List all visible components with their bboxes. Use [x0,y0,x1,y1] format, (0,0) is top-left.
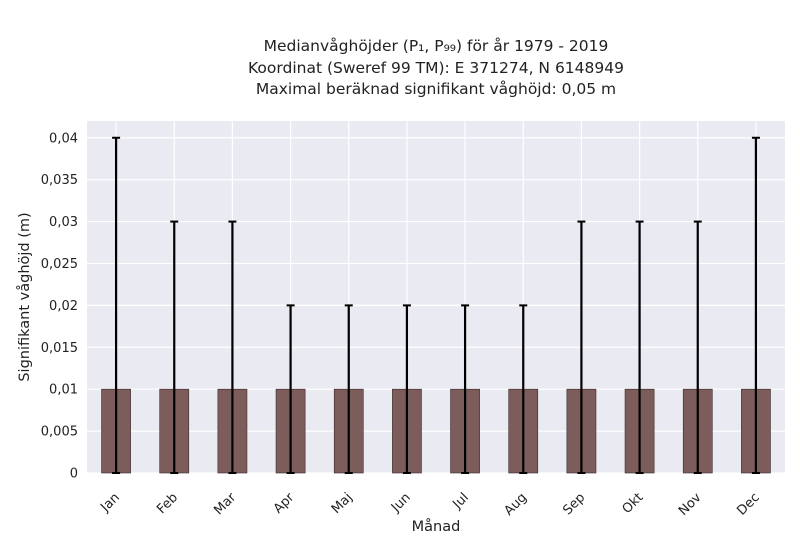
y-axis-ticks: 0 0,005 0,01 0,015 0,02 0,025 0,03 0,035 0,04 [41,131,78,481]
y-tick-label: 0,03 [49,215,78,230]
x-tick-label: Nov [676,490,705,519]
chart-title: Medianvåghöjder (P₁, P₉₉) för år 1979 - … [248,37,624,98]
x-axis-ticks: Jan Feb Mar Apr Maj Jun Jul Aug Sep Okt Nov Dec [97,490,762,519]
x-axis-label: Månad [412,518,461,535]
x-tick-label: Aug [502,490,531,519]
y-tick-label: 0,035 [41,173,78,188]
y-tick-label: 0 [70,467,78,482]
x-tick-label: Jul [450,490,472,512]
error-bars [112,136,760,474]
y-tick-label: 0,025 [41,257,78,272]
x-tick-label: Mar [211,490,239,518]
x-tick-label: Maj [329,490,356,517]
x-tick-label: Dec [734,490,762,518]
y-tick-label: 0,01 [49,383,78,398]
x-tick-label: Okt [620,490,647,517]
y-tick-label: 0,005 [41,425,78,440]
x-tick-label: Apr [271,490,298,517]
y-tick-label: 0,015 [41,341,78,356]
x-tick-label: Sep [560,490,588,518]
plot-area [87,121,785,473]
title-line-1: Medianvåghöjder (P₁, P₉₉) för år 1979 - … [264,37,609,55]
title-line-3: Maximal beräknad signifikant våghöjd: 0,… [256,80,616,98]
x-tick-label: Jun [388,490,414,516]
y-tick-label: 0,02 [49,299,78,314]
y-tick-label: 0,04 [49,131,78,146]
x-tick-label: Feb [154,490,181,517]
y-axis-label: Signifikant våghöjd (m) [16,212,33,381]
x-tick-label: Jan [97,490,122,515]
title-line-2: Koordinat (Sweref 99 TM): E 371274, N 61… [248,59,624,77]
